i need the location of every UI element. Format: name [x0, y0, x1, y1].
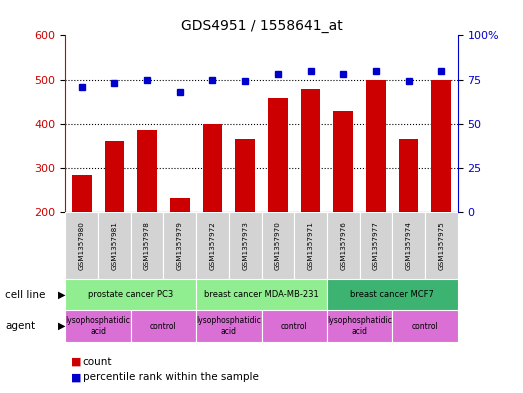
Text: ■: ■	[71, 356, 81, 367]
Text: GSM1357980: GSM1357980	[79, 221, 85, 270]
Text: control: control	[281, 322, 308, 331]
Text: control: control	[150, 322, 177, 331]
Bar	[163, 212, 196, 279]
Text: GSM1357981: GSM1357981	[111, 221, 117, 270]
Title: GDS4951 / 1558641_at: GDS4951 / 1558641_at	[180, 19, 343, 33]
Text: GSM1357970: GSM1357970	[275, 221, 281, 270]
Bar	[196, 310, 262, 342]
Bar	[229, 212, 262, 279]
Bar	[235, 139, 255, 212]
Bar	[327, 279, 458, 310]
Bar	[431, 79, 451, 212]
Text: control: control	[412, 322, 438, 331]
Text: GSM1357977: GSM1357977	[373, 221, 379, 270]
Bar	[98, 212, 131, 279]
Text: GSM1357974: GSM1357974	[406, 221, 412, 270]
Bar	[327, 212, 360, 279]
Bar	[399, 139, 418, 212]
Bar	[294, 212, 327, 279]
Bar	[301, 89, 320, 212]
Text: GSM1357978: GSM1357978	[144, 221, 150, 270]
Bar	[131, 310, 196, 342]
Text: prostate cancer PC3: prostate cancer PC3	[88, 290, 174, 299]
Text: ▶: ▶	[58, 321, 65, 331]
Text: GSM1357971: GSM1357971	[308, 221, 313, 270]
Text: lysophosphatidic
acid: lysophosphatidic acid	[327, 316, 392, 336]
Text: lysophosphatidic
acid: lysophosphatidic acid	[65, 316, 131, 336]
Text: breast cancer MCF7: breast cancer MCF7	[350, 290, 434, 299]
Text: GSM1357979: GSM1357979	[177, 221, 183, 270]
Bar	[196, 212, 229, 279]
Text: GSM1357972: GSM1357972	[210, 221, 215, 270]
Bar	[360, 212, 392, 279]
Bar	[334, 110, 353, 212]
Text: ▶: ▶	[58, 290, 65, 300]
Bar	[196, 279, 327, 310]
Text: GSM1357975: GSM1357975	[438, 221, 444, 270]
Bar	[392, 310, 458, 342]
Text: cell line: cell line	[5, 290, 46, 300]
Text: ■: ■	[71, 372, 81, 382]
Bar	[392, 212, 425, 279]
Bar	[327, 310, 392, 342]
Bar	[262, 212, 294, 279]
Bar	[131, 212, 163, 279]
Text: GSM1357976: GSM1357976	[340, 221, 346, 270]
Bar	[65, 310, 131, 342]
Text: percentile rank within the sample: percentile rank within the sample	[83, 372, 258, 382]
Text: agent: agent	[5, 321, 36, 331]
Bar	[268, 98, 288, 212]
Bar	[425, 212, 458, 279]
Bar	[262, 310, 327, 342]
Bar	[137, 130, 157, 212]
Text: breast cancer MDA-MB-231: breast cancer MDA-MB-231	[204, 290, 319, 299]
Bar	[105, 141, 124, 212]
Bar	[65, 279, 196, 310]
Bar	[203, 124, 222, 212]
Text: count: count	[83, 356, 112, 367]
Bar	[170, 198, 190, 212]
Text: lysophosphatidic
acid: lysophosphatidic acid	[196, 316, 262, 336]
Bar	[65, 212, 98, 279]
Bar	[72, 174, 92, 212]
Bar	[366, 79, 385, 212]
Text: GSM1357973: GSM1357973	[242, 221, 248, 270]
